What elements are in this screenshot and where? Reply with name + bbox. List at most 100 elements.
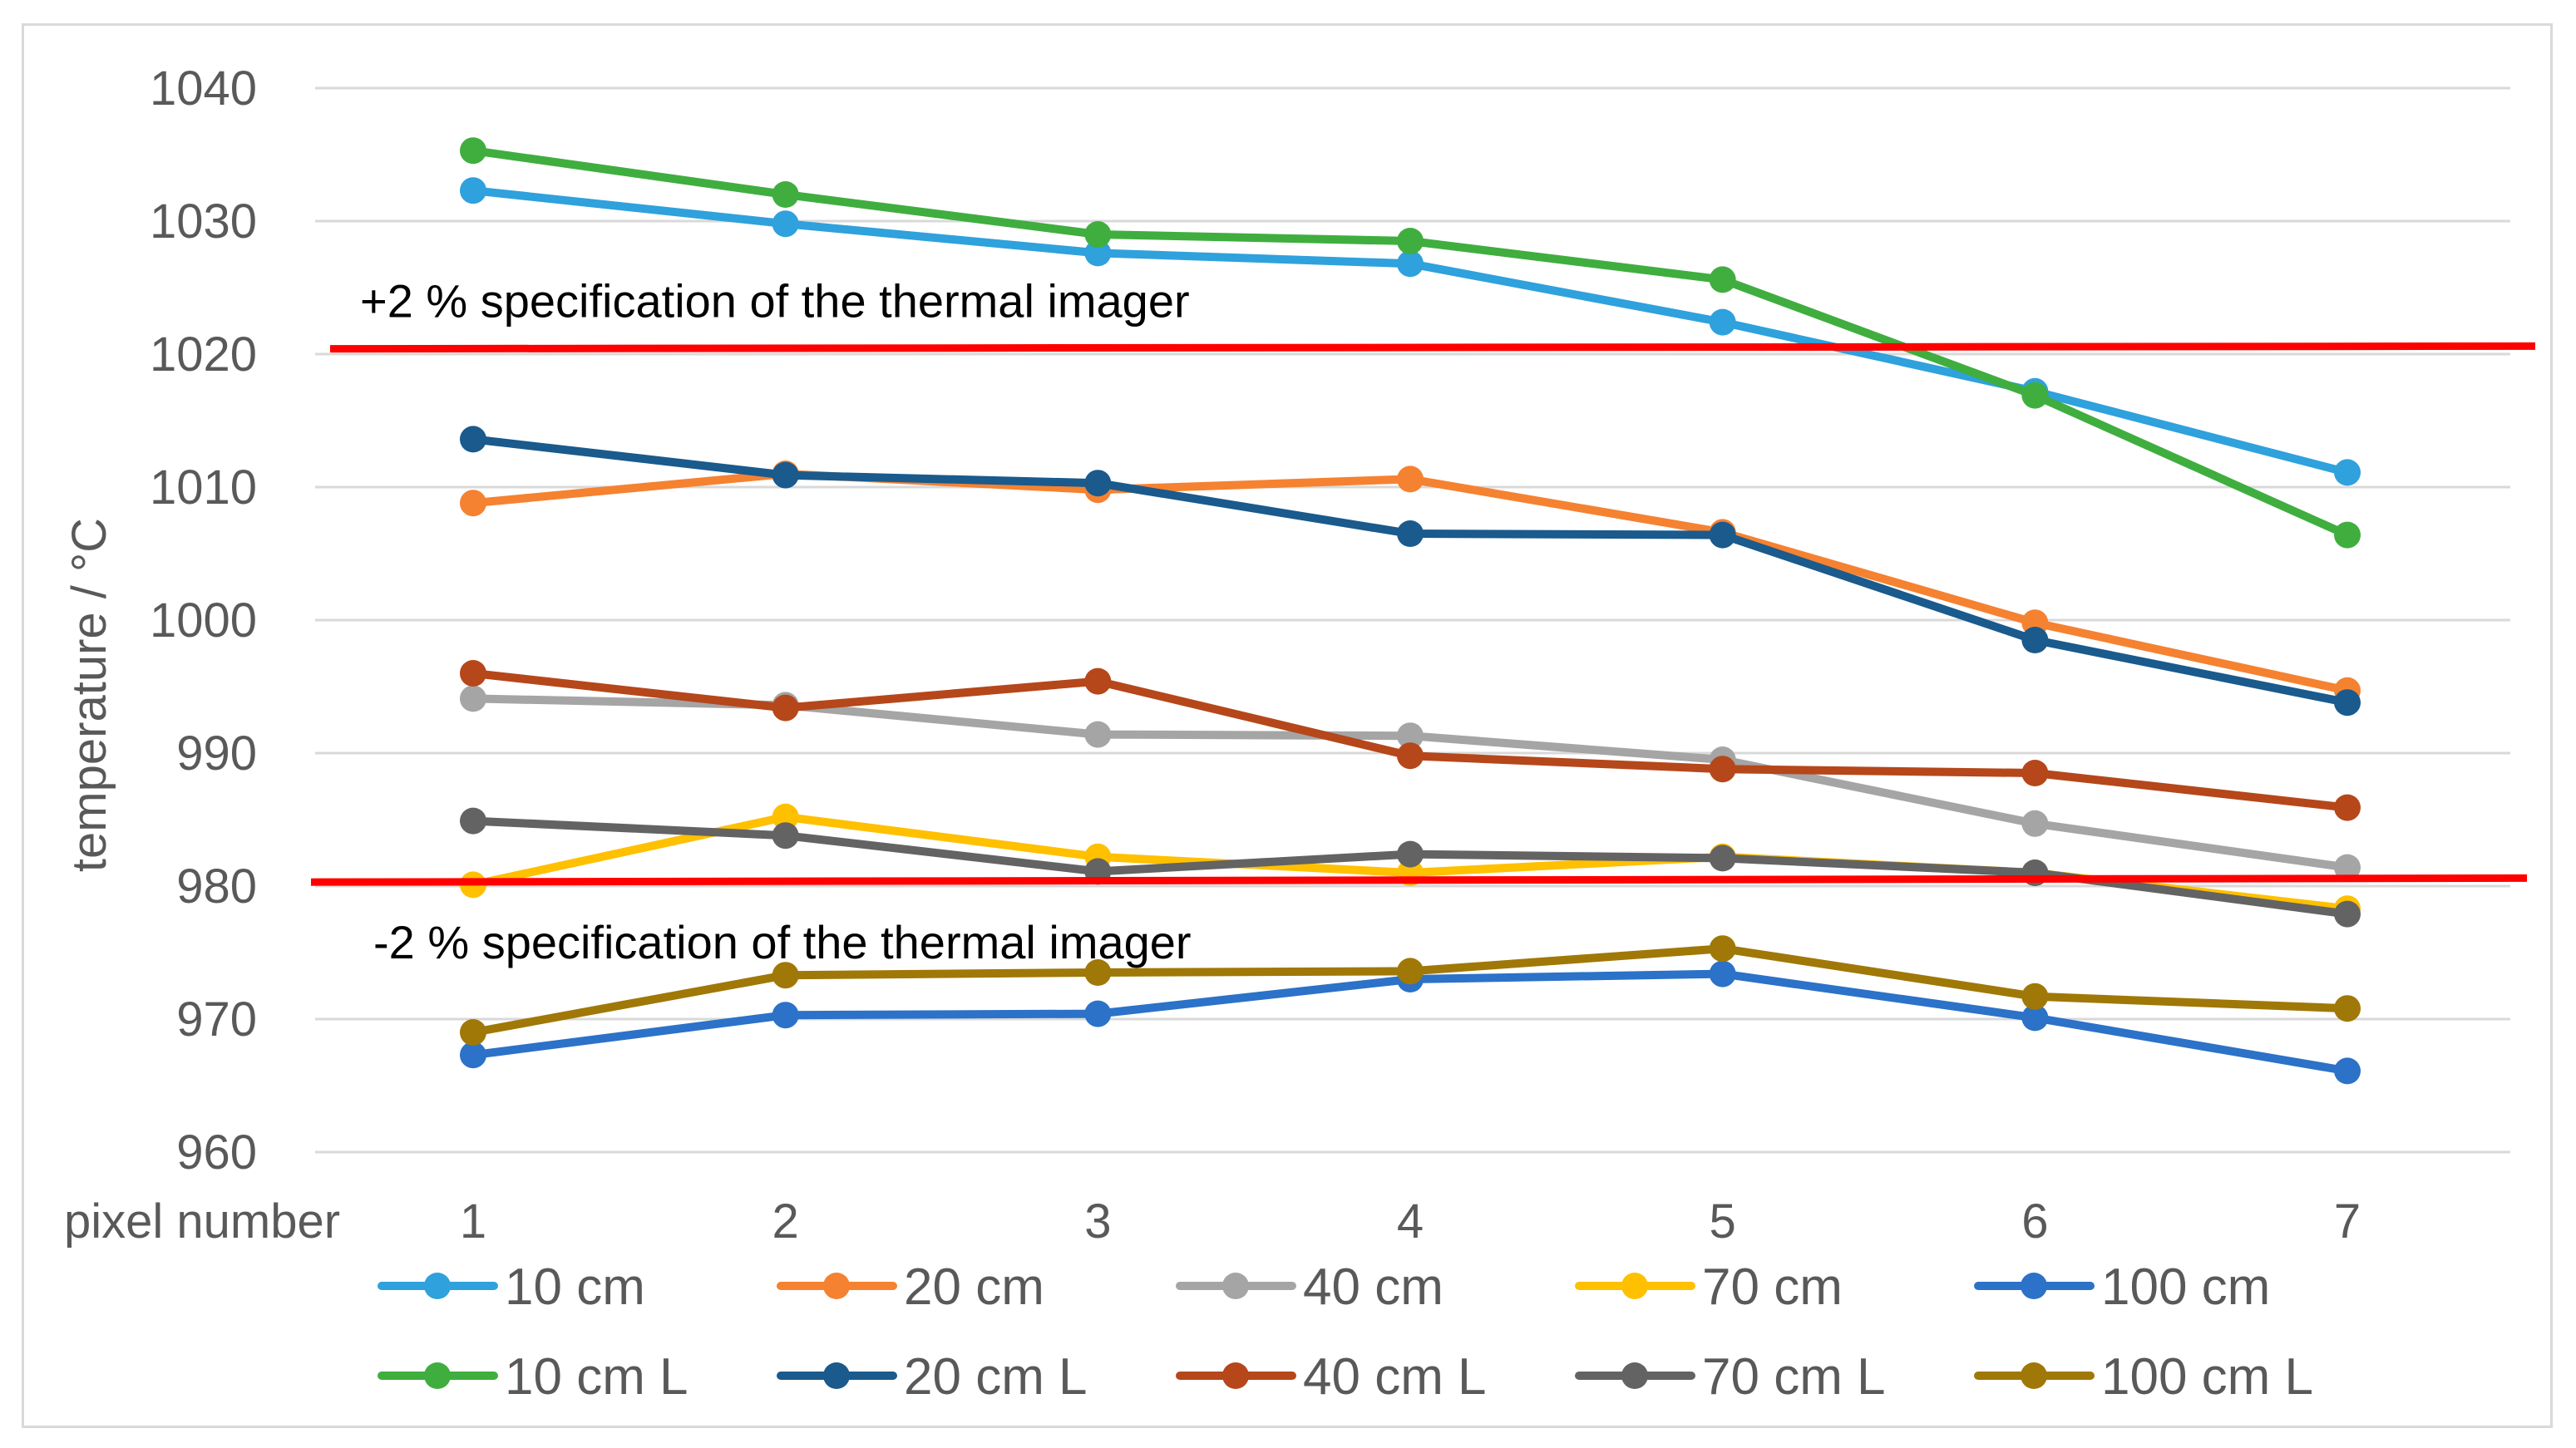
data-point — [1709, 308, 1736, 336]
data-point — [1084, 470, 1112, 497]
reference-label: -2 % specification of the thermal imager — [373, 916, 1192, 968]
x-tick-label: 5 — [1710, 1194, 1736, 1249]
data-point — [2021, 760, 2049, 786]
legend-item: 70 cm — [1575, 1258, 1843, 1316]
y-tick-label: 960 — [176, 1125, 257, 1180]
reference-line-lower: -2 % specification of the thermal imager — [310, 874, 2528, 968]
data-point — [1397, 742, 1424, 770]
y-tick-label: 1040 — [150, 62, 257, 116]
data-point — [1084, 1000, 1112, 1027]
data-point — [1397, 465, 1424, 493]
data-point — [772, 461, 799, 489]
legend-swatch-marker — [1222, 1273, 1249, 1299]
legend-label: 40 cm L — [1303, 1348, 1487, 1406]
data-point — [460, 426, 486, 453]
data-point — [1709, 960, 1736, 987]
y-axis-ticks: 960 970 980 990 1000 1010 1020 1030 1040 — [150, 62, 257, 1180]
y-tick-label: 1000 — [150, 593, 257, 648]
data-point — [1084, 721, 1112, 748]
data-point — [1709, 845, 1736, 872]
reference-label: +2 % specification of the thermal imager — [360, 275, 1190, 328]
chart-frame: 960 970 980 990 1000 1010 1020 1030 1040 1 2 3 4 5 6 7… — [22, 23, 2553, 1428]
legend-label: 20 cm L — [904, 1348, 1088, 1406]
series-100-cm-l — [460, 935, 2361, 1046]
series-lines — [460, 137, 2361, 1085]
data-point — [460, 177, 486, 204]
data-point — [1084, 239, 1112, 267]
x-axis-ticks: 1 2 3 4 5 6 7 — [460, 1194, 2361, 1249]
legend-label: 40 cm — [1303, 1258, 1443, 1316]
x-tick-label: 6 — [2021, 1194, 2048, 1249]
series-40-cm-l — [460, 660, 2361, 821]
line-chart: 960 970 980 990 1000 1010 1020 1030 1040 1 2 3 4 5 6 7… — [62, 62, 2536, 1406]
legend-item: 40 cm L — [1176, 1348, 1487, 1406]
data-point — [460, 1042, 486, 1069]
data-point — [2334, 459, 2361, 486]
legend-label: 10 cm — [505, 1258, 645, 1316]
data-point — [1397, 250, 1424, 278]
y-tick-label: 1020 — [150, 328, 257, 382]
legend-swatch-marker — [2021, 1273, 2047, 1299]
legend-label: 100 cm — [2101, 1258, 2270, 1316]
data-point — [772, 803, 799, 830]
reference-lines: +2 % specification of the thermal imager… — [310, 275, 2536, 968]
legend-swatch-marker — [823, 1362, 850, 1389]
y-tick-label: 1030 — [150, 195, 257, 249]
legend-item: 70 cm L — [1575, 1348, 1886, 1406]
x-tick-label: 7 — [2334, 1194, 2361, 1249]
data-point — [772, 822, 799, 850]
legend-item: 20 cm — [777, 1258, 1044, 1316]
data-point — [460, 490, 486, 517]
data-point — [1709, 266, 1736, 293]
data-point — [2021, 627, 2049, 653]
data-point — [2334, 1057, 2361, 1085]
data-point — [460, 1019, 486, 1046]
data-point — [460, 807, 486, 835]
data-point — [772, 210, 799, 238]
legend: 10 cm 20 cm 40 cm 70 cm 100 cm 10 cm L 20 cm L… — [378, 1258, 2313, 1406]
x-tick-label: 2 — [772, 1194, 799, 1249]
data-point — [1397, 958, 1424, 985]
legend-swatch-marker — [424, 1273, 451, 1299]
legend-swatch-marker — [1621, 1273, 1648, 1299]
data-point — [2021, 983, 2049, 1010]
legend-label: 20 cm — [904, 1258, 1044, 1316]
data-point — [2334, 900, 2361, 928]
series-line — [469, 470, 2351, 695]
data-point — [460, 660, 486, 687]
data-point — [1397, 722, 1424, 750]
data-point — [460, 137, 486, 165]
data-point — [1084, 667, 1112, 695]
legend-item: 40 cm — [1176, 1258, 1443, 1316]
legend-swatch-marker — [2021, 1362, 2047, 1389]
data-point — [772, 962, 799, 989]
data-point — [1397, 520, 1424, 547]
legend-item: 100 cm L — [1974, 1348, 2313, 1406]
data-point — [1084, 221, 1112, 248]
legend-label: 10 cm L — [505, 1348, 688, 1406]
series-20-cm — [460, 461, 2361, 704]
x-axis-title: pixel number — [64, 1194, 340, 1249]
legend-item: 10 cm L — [378, 1348, 688, 1406]
data-point — [1709, 521, 1736, 549]
y-axis-title: temperature / °C — [62, 518, 116, 872]
y-tick-label: 990 — [176, 726, 257, 781]
y-tick-label: 980 — [176, 859, 257, 914]
legend-label: 70 cm L — [1702, 1348, 1886, 1406]
data-point — [1709, 935, 1736, 963]
legend-item: 100 cm — [1974, 1258, 2270, 1316]
data-point — [1397, 840, 1424, 868]
series-10-cm-l — [460, 137, 2361, 549]
data-point — [1709, 756, 1736, 783]
data-point — [1397, 228, 1424, 254]
y-tick-label: 970 — [176, 992, 257, 1047]
data-point — [2021, 1004, 2049, 1032]
data-point — [2021, 382, 2049, 409]
legend-swatch-marker — [823, 1273, 850, 1299]
x-tick-label: 1 — [460, 1194, 486, 1249]
legend-label: 70 cm — [1702, 1258, 1843, 1316]
legend-swatch-marker — [1222, 1362, 1249, 1389]
legend-item: 10 cm — [378, 1258, 645, 1316]
data-point — [772, 181, 799, 208]
data-point — [2334, 794, 2361, 821]
